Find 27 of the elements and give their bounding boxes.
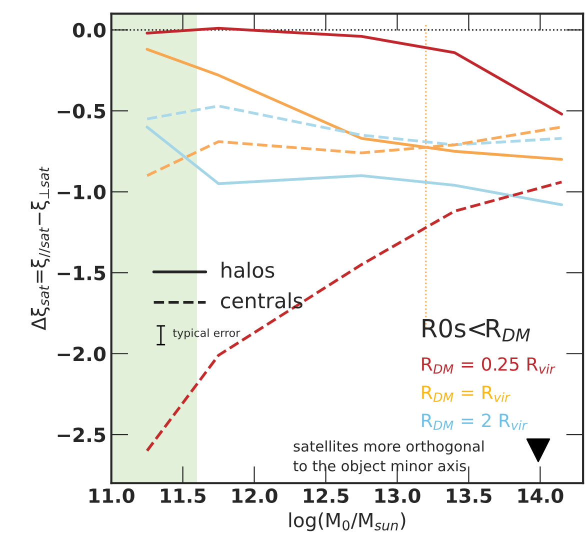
x-tick-label: 11.0	[90, 488, 134, 504]
y-tick-label: −1.0	[58, 184, 106, 200]
x-tick-label: 12.0	[232, 488, 278, 504]
x-tick-label: 14.0	[518, 488, 564, 504]
x-tick-label: 12.5	[304, 488, 348, 504]
annotation: satellites more orthogonal to the object minor axis	[293, 440, 484, 474]
annotation: R$_{DM}$ = 0.25 R$_{vir}$	[422, 357, 556, 374]
annotation: centrals	[220, 292, 302, 308]
y-tick-label: −0.5	[58, 104, 106, 119]
line-series	[146, 126, 564, 206]
annotation: R$_{DM}$ = 2 R$_{vir}$	[422, 414, 528, 430]
y-tick-label: −2.0	[58, 346, 106, 362]
y-tick-label: −2.5	[58, 428, 106, 442]
x-axis-title: log(M$_{0}$/M$_{sun}$)	[289, 512, 406, 532]
y-tick-label: −1.5	[58, 266, 106, 280]
x-tick-label: 11.5	[161, 488, 206, 504]
line-series	[146, 26, 564, 116]
annotation: halos	[222, 262, 274, 278]
y-tick-label: 0.0	[72, 22, 106, 38]
annotation: R$_{DM}$ = R$_{vir}$	[422, 386, 510, 402]
line-series	[146, 104, 564, 146]
line-series	[146, 180, 564, 452]
x-tick-label: 13.0	[375, 488, 420, 504]
annotation: R0s<R$_{DM}$	[422, 318, 530, 342]
annotation: typical error	[172, 328, 240, 340]
x-tick-label: 13.5	[446, 488, 492, 504]
y-axis-title: Δξ$_{sat}$=ξ$_{//sat}$−ξ$_{⊥sat}$	[30, 166, 50, 330]
